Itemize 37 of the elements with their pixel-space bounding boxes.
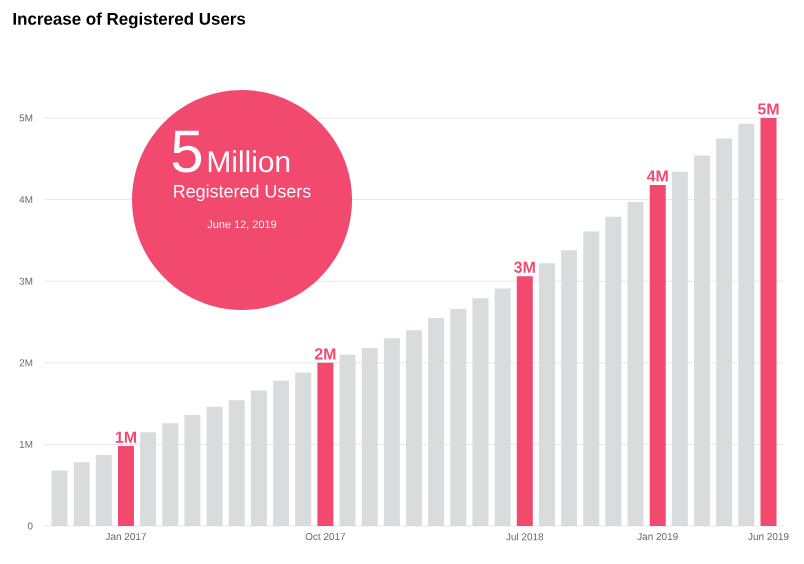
bar bbox=[228, 400, 245, 526]
bar bbox=[339, 354, 356, 526]
bar bbox=[494, 288, 511, 526]
bar bbox=[605, 216, 622, 526]
annotation: Registered Users bbox=[174, 184, 311, 202]
bar bbox=[627, 202, 644, 526]
bar bbox=[317, 362, 334, 526]
bar bbox=[162, 423, 179, 526]
bar bbox=[184, 415, 201, 526]
bar bbox=[561, 250, 578, 526]
bar bbox=[760, 118, 777, 526]
bar bbox=[538, 263, 555, 526]
bar bbox=[295, 372, 312, 526]
bar bbox=[694, 155, 711, 526]
annotation: 5 bbox=[172, 130, 202, 173]
bar bbox=[406, 330, 423, 526]
bar bbox=[51, 470, 68, 526]
chart-title: Increase of Registered Users bbox=[13, 12, 246, 29]
bar bbox=[516, 276, 533, 526]
bar bbox=[117, 446, 134, 526]
bar bbox=[206, 406, 223, 526]
bar bbox=[472, 298, 489, 526]
bar bbox=[450, 308, 467, 526]
bar bbox=[273, 380, 290, 526]
bar bbox=[671, 171, 688, 526]
bar bbox=[361, 348, 378, 526]
bar bbox=[583, 231, 600, 526]
bar bbox=[428, 317, 445, 526]
bar bbox=[73, 462, 90, 526]
bar bbox=[250, 390, 267, 526]
bar bbox=[649, 184, 666, 526]
bar bbox=[738, 123, 755, 526]
bar bbox=[716, 138, 733, 526]
annotation: Million bbox=[208, 150, 290, 173]
bar bbox=[383, 338, 400, 526]
bar bbox=[95, 455, 112, 526]
bar bbox=[140, 432, 157, 526]
